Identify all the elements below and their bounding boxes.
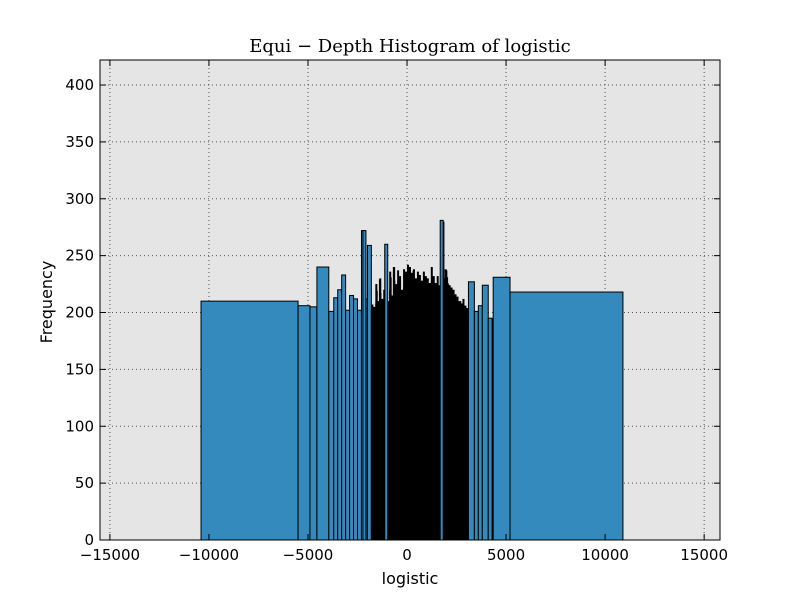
x-axis-ticks: −15000 −10000 −5000 0 5000 10000 15000 bbox=[80, 60, 728, 564]
y-tick-label: 200 bbox=[65, 304, 94, 322]
histogram-bar bbox=[328, 310, 335, 541]
y-tick-label: 350 bbox=[65, 133, 94, 151]
y-tick-label: 300 bbox=[65, 190, 94, 208]
bars bbox=[200, 230, 624, 541]
histogram-bar bbox=[200, 300, 299, 541]
x-tick-label: 10000 bbox=[581, 546, 629, 564]
x-tick-label: 15000 bbox=[680, 546, 728, 564]
histogram-bar bbox=[492, 276, 511, 541]
histogram-bar bbox=[349, 294, 355, 541]
x-tick-label: −15000 bbox=[80, 546, 140, 564]
y-tick-label: 150 bbox=[65, 360, 94, 378]
x-tick-label: −10000 bbox=[179, 546, 239, 564]
x-axis-label: logistic bbox=[382, 569, 439, 588]
histogram-bar bbox=[467, 281, 475, 541]
histogram-bar bbox=[297, 305, 311, 541]
histogram-bar bbox=[366, 244, 372, 541]
y-tick-label: 100 bbox=[65, 417, 94, 435]
x-tick-label: −5000 bbox=[283, 546, 334, 564]
chart-title: Equi − Depth Histogram of logistic bbox=[249, 36, 571, 57]
y-tick-label: 50 bbox=[75, 474, 94, 492]
histogram-bar bbox=[316, 266, 330, 541]
y-tick-label: 0 bbox=[84, 531, 94, 549]
x-tick-label: 0 bbox=[402, 546, 412, 564]
histogram-bar bbox=[487, 317, 493, 541]
histogram-bar bbox=[357, 309, 362, 541]
histogram-bar bbox=[509, 291, 624, 541]
y-axis-ticks: 0 50 100 150 200 250 300 350 400 bbox=[65, 76, 720, 549]
histogram-bar bbox=[353, 298, 359, 541]
x-tick-label: 5000 bbox=[487, 546, 525, 564]
histogram-bar bbox=[481, 284, 489, 541]
spike-bar bbox=[384, 243, 389, 541]
y-tick-label: 400 bbox=[65, 76, 94, 94]
histogram-bar bbox=[309, 306, 318, 541]
histogram-bar bbox=[473, 310, 479, 541]
spike-bar bbox=[439, 219, 444, 541]
plot-frame bbox=[99, 59, 721, 541]
histogram-bar bbox=[345, 309, 351, 541]
histogram-bar bbox=[341, 274, 347, 541]
histogram-bar bbox=[333, 297, 339, 541]
histogram-bar bbox=[337, 289, 343, 541]
y-tick-label: 250 bbox=[65, 247, 94, 265]
y-axis-label: Frequency bbox=[37, 261, 56, 344]
dense-bins bbox=[362, 219, 469, 541]
spike-bar bbox=[362, 230, 367, 541]
histogram-bar bbox=[477, 305, 483, 541]
